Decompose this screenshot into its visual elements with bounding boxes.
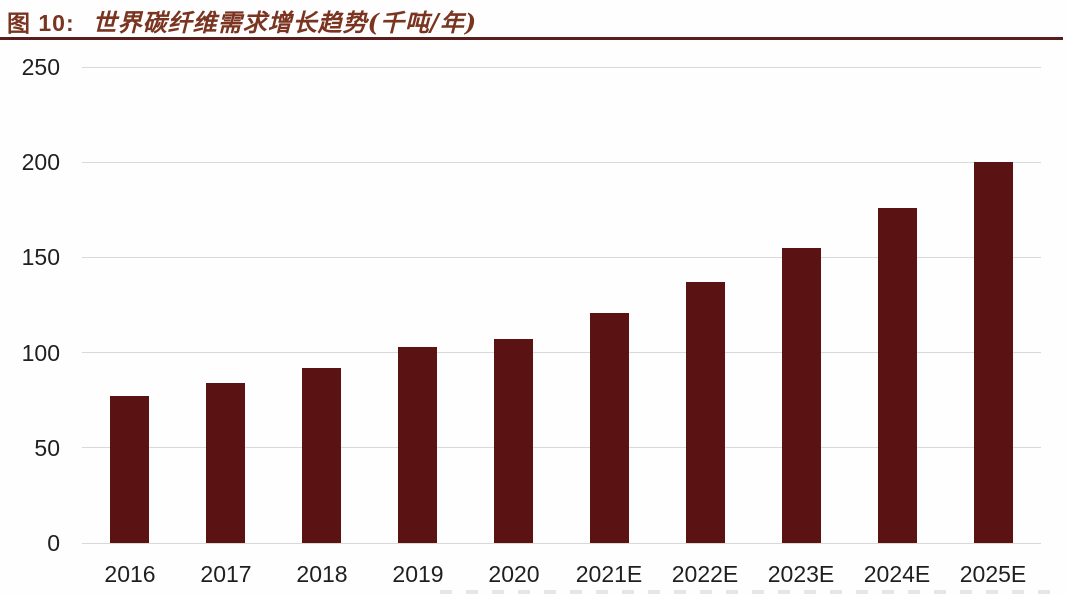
x-tick-label: 2025E bbox=[959, 561, 1027, 587]
y-gridline bbox=[82, 161, 1041, 163]
x-tick-label: 2022E bbox=[671, 561, 739, 587]
x-tick-label: 2018 bbox=[296, 561, 348, 587]
x-tick-label: 2017 bbox=[200, 561, 252, 587]
x-tick-label: 2021E bbox=[575, 561, 643, 587]
y-tick-label: 0 bbox=[47, 530, 60, 556]
bar bbox=[302, 368, 341, 543]
bar bbox=[782, 248, 821, 543]
bar bbox=[590, 313, 629, 543]
bar bbox=[398, 347, 437, 543]
y-tick-label: 200 bbox=[21, 149, 60, 175]
x-tick-label: 2024E bbox=[863, 561, 931, 587]
bar bbox=[878, 208, 917, 543]
y-tick-label: 50 bbox=[34, 435, 60, 461]
x-tick-label: 2020 bbox=[488, 561, 540, 587]
bar bbox=[974, 162, 1013, 543]
x-tick-label: 2019 bbox=[392, 561, 444, 587]
y-tick-label: 100 bbox=[21, 340, 60, 366]
y-gridline bbox=[82, 447, 1041, 449]
y-gridline bbox=[82, 542, 1041, 544]
cropped-text-remnant bbox=[440, 590, 1058, 594]
x-tick-label: 2016 bbox=[104, 561, 156, 587]
bar bbox=[206, 383, 245, 543]
title-underline bbox=[0, 37, 1063, 40]
y-gridline bbox=[82, 256, 1041, 258]
figure-number-label: 图 10: bbox=[7, 10, 75, 36]
x-tick-label: 2023E bbox=[767, 561, 835, 587]
bar bbox=[686, 282, 725, 543]
figure-title: 世界碳纤维需求增长趋势(千吨/年) bbox=[92, 8, 478, 37]
y-gridline bbox=[82, 352, 1041, 354]
bar bbox=[494, 339, 533, 543]
bar bbox=[110, 396, 149, 543]
figure-title-row: 图 10: 世界碳纤维需求增长趋势(千吨/年) bbox=[7, 3, 1064, 38]
y-tick-label: 150 bbox=[21, 244, 60, 270]
y-gridline bbox=[82, 66, 1041, 68]
y-tick-label: 250 bbox=[21, 54, 60, 80]
figure-header: 图 10: 世界碳纤维需求增长趋势(千吨/年) bbox=[0, 0, 1068, 44]
